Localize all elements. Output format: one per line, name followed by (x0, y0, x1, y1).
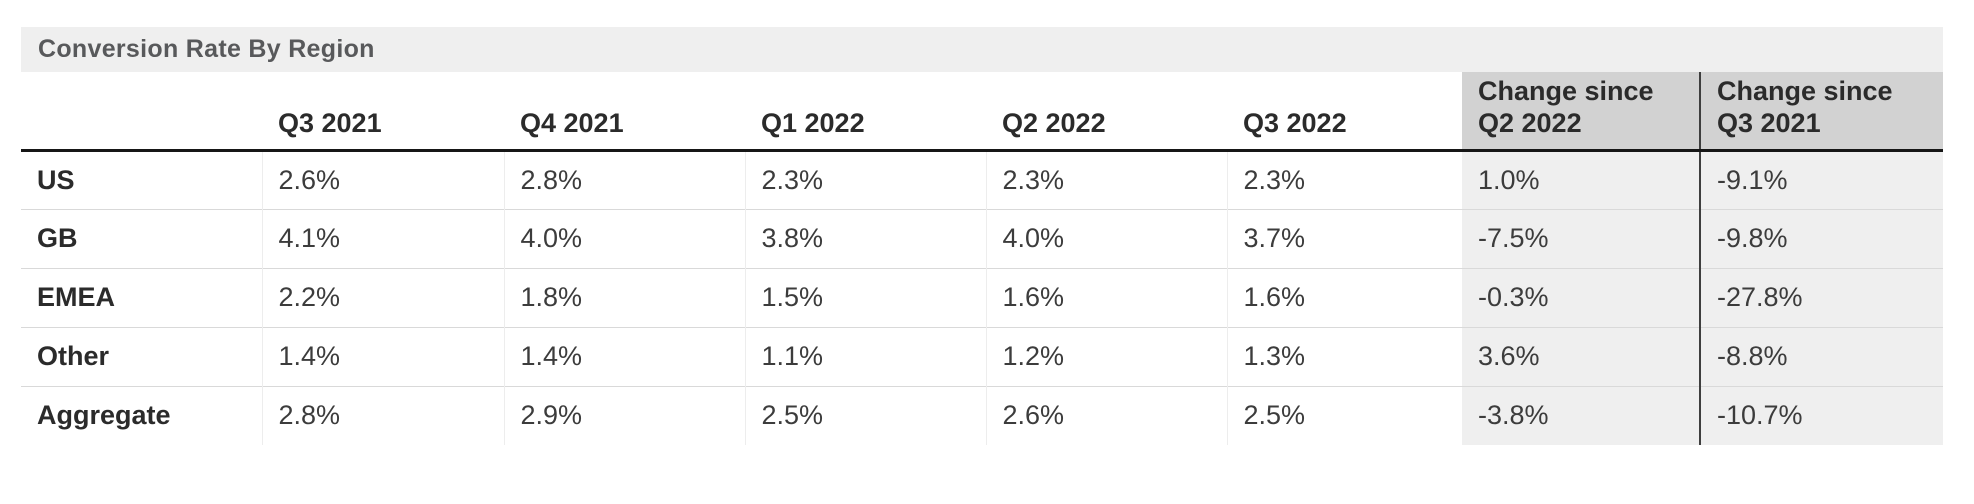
change-header-line1: Change since (1717, 75, 1893, 106)
table-cell-change: -27.8% (1699, 267, 1943, 327)
column-header-q4-2021: Q4 2021 (504, 72, 745, 152)
header-row: Q3 2021 Q4 2021 Q1 2022 Q2 2022 Q3 2022 … (21, 72, 1943, 152)
table-cell: 2.9% (503, 385, 745, 445)
row-label: US (21, 150, 262, 209)
table-cell: 2.3% (1226, 150, 1462, 209)
table-cell-change: -9.8% (1699, 208, 1943, 268)
column-header-q3-2021: Q3 2021 (262, 72, 504, 152)
table-cell: 2.5% (744, 385, 986, 445)
table-row-gb: GB 4.1% 4.0% 3.8% 4.0% 3.7% -7.5% -9.8% (21, 208, 1943, 268)
table-cell-change: -9.1% (1699, 150, 1943, 209)
table-cell: 1.1% (744, 326, 986, 386)
table-cell-change: -8.8% (1699, 326, 1943, 386)
table-cell: 2.5% (1226, 385, 1462, 445)
conversion-rate-widget: Conversion Rate By Region Q3 2021 Q4 202… (21, 27, 1943, 445)
table-cell-change: -0.3% (1462, 267, 1700, 327)
table-cell-change: 3.6% (1462, 326, 1700, 386)
table-row-emea: EMEA 2.2% 1.8% 1.5% 1.6% 1.6% -0.3% -27.… (21, 267, 1943, 327)
column-header-q3-2022: Q3 2022 (1227, 72, 1462, 152)
table-cell: 2.6% (261, 150, 504, 209)
table-cell: 1.8% (503, 267, 745, 327)
table-cell: 4.0% (985, 208, 1227, 268)
table-cell: 4.1% (261, 208, 504, 268)
table-cell: 1.6% (985, 267, 1227, 327)
change-header-line2: Q2 2022 (1478, 107, 1582, 138)
region-column-header (21, 72, 262, 152)
change-header-line2: Q3 2021 (1717, 107, 1821, 138)
table-row-aggregate: Aggregate 2.8% 2.9% 2.5% 2.6% 2.5% -3.8%… (21, 385, 1943, 445)
table-cell: 1.5% (744, 267, 986, 327)
table-row-us: US 2.6% 2.8% 2.3% 2.3% 2.3% 1.0% -9.1% (21, 150, 1943, 209)
widget-title: Conversion Rate By Region (21, 27, 1943, 72)
row-label: Aggregate (21, 385, 262, 445)
column-header-q2-2022: Q2 2022 (986, 72, 1227, 152)
table-cell: 3.8% (744, 208, 986, 268)
table-cell: 1.3% (1226, 326, 1462, 386)
table-cell: 1.6% (1226, 267, 1462, 327)
table-cell: 2.3% (985, 150, 1227, 209)
table-cell: 2.8% (261, 385, 504, 445)
table-cell-change: -7.5% (1462, 208, 1700, 268)
table-cell: 2.3% (744, 150, 986, 209)
table-cell: 3.7% (1226, 208, 1462, 268)
table-cell-change: -3.8% (1462, 385, 1700, 445)
table-row-other: Other 1.4% 1.4% 1.1% 1.2% 1.3% 3.6% -8.8… (21, 326, 1943, 386)
change-header-line1: Change since (1478, 75, 1654, 106)
table-cell: 1.2% (985, 326, 1227, 386)
conversion-rate-table: Q3 2021 Q4 2021 Q1 2022 Q2 2022 Q3 2022 … (21, 72, 1943, 445)
table-cell: 2.6% (985, 385, 1227, 445)
row-label: EMEA (21, 267, 262, 327)
row-label: GB (21, 208, 262, 268)
table-cell: 1.4% (261, 326, 504, 386)
table-cell-change: -10.7% (1699, 385, 1943, 445)
table-cell: 2.2% (261, 267, 504, 327)
table-cell: 1.4% (503, 326, 745, 386)
table-cell: 2.8% (503, 150, 745, 209)
column-header-q1-2022: Q1 2022 (745, 72, 986, 152)
table-cell-change: 1.0% (1462, 150, 1700, 209)
column-header-change-since-q2-2022: Change since Q2 2022 (1462, 72, 1700, 152)
row-label: Other (21, 326, 262, 386)
column-header-change-since-q3-2021: Change since Q3 2021 (1699, 72, 1943, 152)
table-cell: 4.0% (503, 208, 745, 268)
